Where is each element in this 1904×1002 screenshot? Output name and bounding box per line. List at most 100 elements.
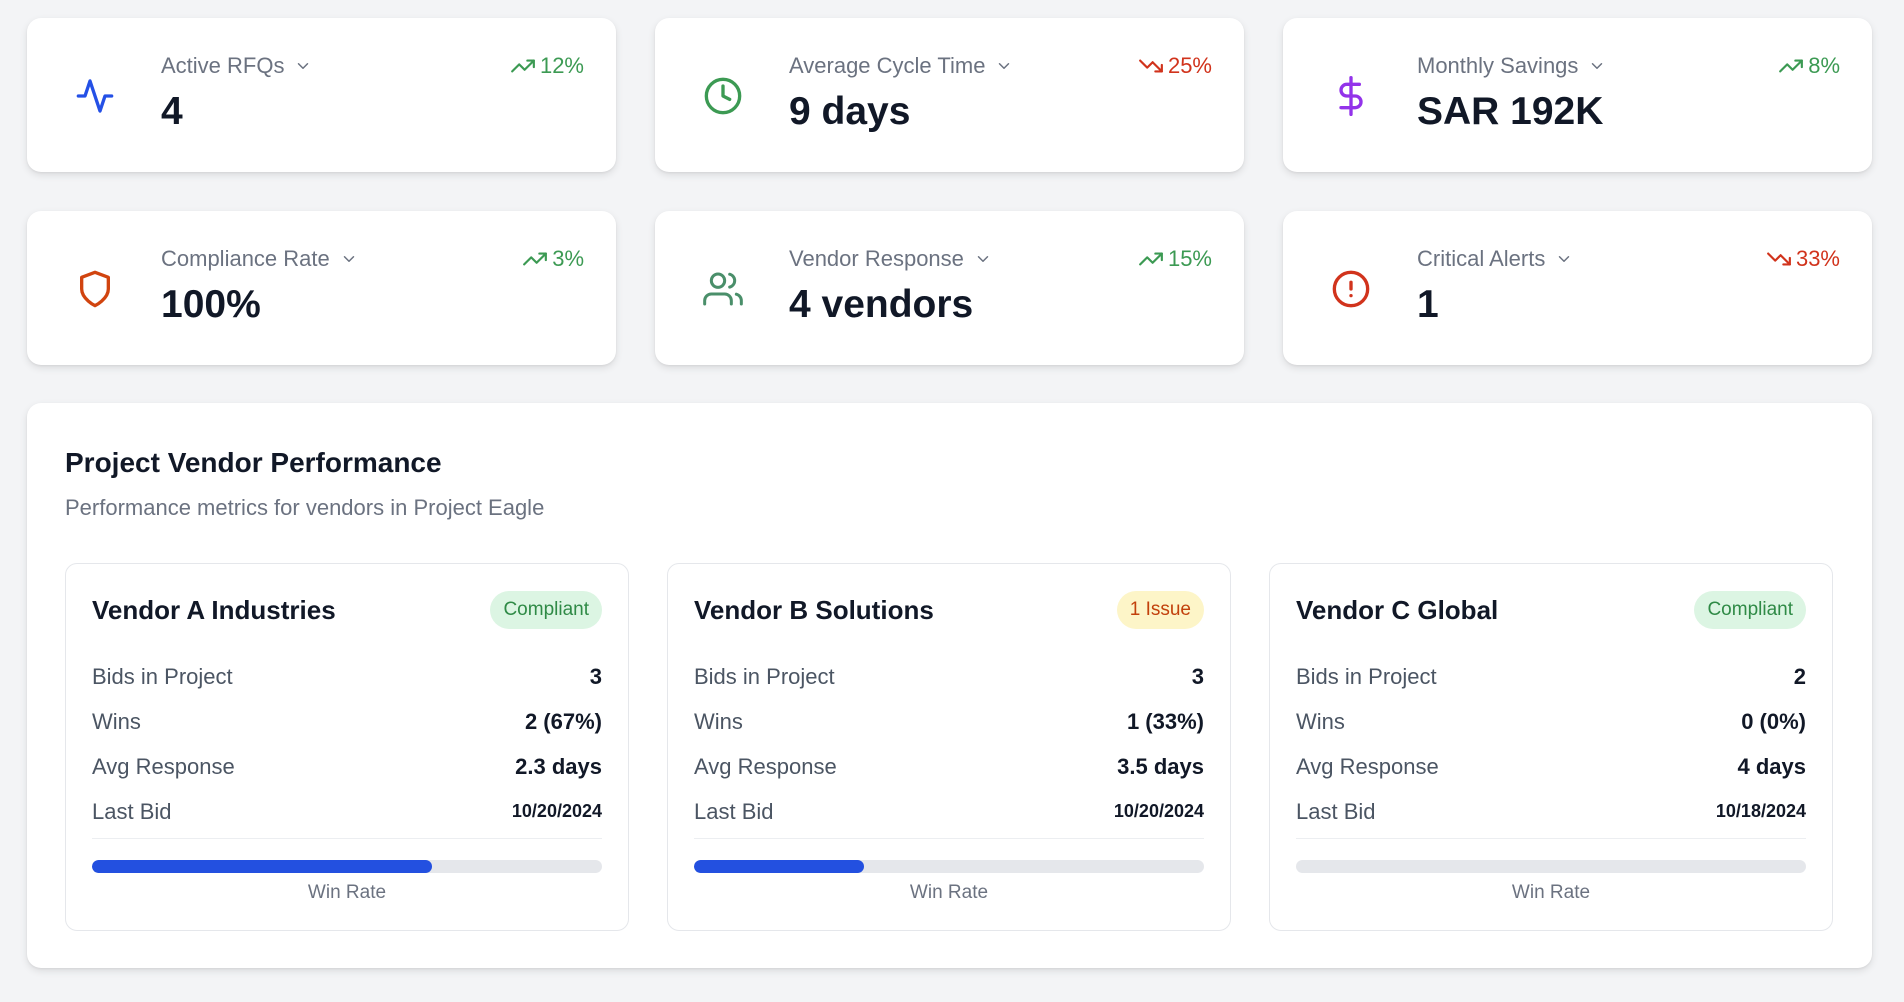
kpi-trend: 25% <box>1138 53 1212 79</box>
divider <box>1296 838 1806 839</box>
vendor-stats: Bids in Project 2 Wins 0 (0%) Avg Respon… <box>1296 654 1806 834</box>
stat-row-wins: Wins 2 (67%) <box>92 699 602 744</box>
stat-label: Avg Response <box>92 753 235 779</box>
stat-label: Avg Response <box>1296 753 1439 779</box>
win-rate-label: Win Rate <box>1511 882 1591 903</box>
stat-row-bids: Bids in Project 3 <box>92 654 602 699</box>
kpi-trend: 33% <box>1766 246 1840 272</box>
kpi-trend: 3% <box>522 246 584 272</box>
stat-value: 2 <box>1793 663 1806 689</box>
win-rate-label: Win Rate <box>909 882 989 903</box>
chevron-down-icon[interactable] <box>974 250 992 268</box>
divider <box>92 838 602 839</box>
divider <box>694 838 1204 839</box>
stat-value: 3 <box>589 663 602 689</box>
vendor-name: Vendor A Industries <box>92 595 336 625</box>
kpi-dropdown[interactable]: Compliance Rate <box>161 246 358 272</box>
kpi-trend-value: 25% <box>1167 53 1212 78</box>
kpi-value: 9 days <box>789 90 911 133</box>
stat-value: 3.5 days <box>1117 753 1204 779</box>
stat-label: Last Bid <box>92 798 172 824</box>
alert-circle-icon <box>1331 269 1371 309</box>
kpi-label: Average Cycle Time <box>789 53 986 78</box>
win-rate-bar <box>694 860 1204 873</box>
kpi-dropdown[interactable]: Monthly Savings <box>1417 53 1606 79</box>
chevron-down-icon[interactable] <box>1555 250 1573 268</box>
kpi-card-average-cycle-time[interactable]: Average Cycle Time 9 days 25% <box>655 18 1244 172</box>
stat-label: Avg Response <box>694 753 837 779</box>
stat-value: 0 (0%) <box>1741 708 1806 734</box>
kpi-value: SAR 192K <box>1417 90 1604 133</box>
stat-value: 3 <box>1191 663 1204 689</box>
kpi-card-critical-alerts[interactable]: Critical Alerts 1 33% <box>1283 211 1872 365</box>
trending-down-icon <box>1766 246 1792 272</box>
vendor-performance-panel: Project Vendor Performance Performance m… <box>27 403 1872 968</box>
stat-label: Last Bid <box>694 798 774 824</box>
kpi-trend-value: 15% <box>1167 246 1212 271</box>
stat-value: 10/20/2024 <box>511 801 602 821</box>
panel-subtitle: Performance metrics for vendors in Proje… <box>65 495 545 520</box>
stat-row-last-bid: Last Bid 10/20/2024 <box>92 789 602 834</box>
kpi-value: 1 <box>1417 283 1439 326</box>
trending-down-icon <box>1138 53 1164 79</box>
activity-icon <box>75 76 115 116</box>
vendor-stats: Bids in Project 3 Wins 1 (33%) Avg Respo… <box>694 654 1204 834</box>
stat-value: 1 (33%) <box>1126 708 1204 734</box>
vendor-name: Vendor C Global <box>1296 595 1499 625</box>
kpi-value: 100% <box>161 283 261 326</box>
kpi-card-monthly-savings[interactable]: Monthly Savings SAR 192K 8% <box>1283 18 1872 172</box>
stat-value: 10/18/2024 <box>1715 801 1806 821</box>
kpi-dropdown[interactable]: Active RFQs <box>161 53 312 79</box>
vendor-name: Vendor B Solutions <box>694 595 934 625</box>
vendor-card[interactable]: Vendor C Global Compliant Bids in Projec… <box>1269 563 1833 931</box>
chevron-down-icon[interactable] <box>1588 57 1606 75</box>
kpi-dropdown[interactable]: Vendor Response <box>789 246 992 272</box>
stat-label: Bids in Project <box>1296 663 1437 689</box>
stat-row-bids: Bids in Project 3 <box>694 654 1204 699</box>
stat-row-last-bid: Last Bid 10/20/2024 <box>694 789 1204 834</box>
trending-up-icon <box>1138 246 1164 272</box>
stat-label: Wins <box>694 708 743 734</box>
stat-row-bids: Bids in Project 2 <box>1296 654 1806 699</box>
trending-up-icon <box>510 53 536 79</box>
kpi-trend-value: 12% <box>539 53 584 78</box>
kpi-dropdown[interactable]: Average Cycle Time <box>789 53 1013 79</box>
kpi-value: 4 <box>161 90 183 133</box>
kpi-label: Critical Alerts <box>1417 246 1546 271</box>
kpi-trend: 15% <box>1138 246 1212 272</box>
stat-value: 4 days <box>1737 753 1807 779</box>
chevron-down-icon[interactable] <box>340 250 358 268</box>
status-badge: 1 Issue <box>1116 591 1204 629</box>
chevron-down-icon[interactable] <box>995 57 1013 75</box>
clock-icon <box>703 76 743 116</box>
kpi-label: Vendor Response <box>789 246 964 271</box>
status-badge: Compliant <box>490 591 602 629</box>
kpi-label: Active RFQs <box>161 53 285 78</box>
kpi-card-active-rfqs[interactable]: Active RFQs 4 12% <box>27 18 616 172</box>
kpi-trend: 8% <box>1778 53 1840 79</box>
stat-row-last-bid: Last Bid 10/18/2024 <box>1296 789 1806 834</box>
stat-label: Bids in Project <box>92 663 233 689</box>
stat-label: Wins <box>92 708 141 734</box>
kpi-dropdown[interactable]: Critical Alerts <box>1417 246 1573 272</box>
stat-label: Bids in Project <box>694 663 835 689</box>
vendor-card[interactable]: Vendor A Industries Compliant Bids in Pr… <box>65 563 629 931</box>
stat-row-wins: Wins 1 (33%) <box>694 699 1204 744</box>
trending-up-icon <box>522 246 548 272</box>
win-rate-fill <box>92 860 433 873</box>
stat-value: 10/20/2024 <box>1113 801 1204 821</box>
win-rate-fill <box>694 860 864 873</box>
vendor-stats: Bids in Project 3 Wins 2 (67%) Avg Respo… <box>92 654 602 834</box>
stat-value: 2.3 days <box>515 753 602 779</box>
kpi-card-compliance-rate[interactable]: Compliance Rate 100% 3% <box>27 211 616 365</box>
stat-value: 2 (67%) <box>524 708 602 734</box>
chevron-down-icon[interactable] <box>294 57 312 75</box>
kpi-trend-value: 3% <box>552 246 584 271</box>
trending-up-icon <box>1778 53 1804 79</box>
shield-icon <box>75 269 115 309</box>
kpi-trend-value: 8% <box>1808 53 1840 78</box>
vendor-card[interactable]: Vendor B Solutions 1 Issue Bids in Proje… <box>667 563 1231 931</box>
kpi-card-vendor-response[interactable]: Vendor Response 4 vendors 15% <box>655 211 1244 365</box>
kpi-label: Monthly Savings <box>1417 53 1579 78</box>
